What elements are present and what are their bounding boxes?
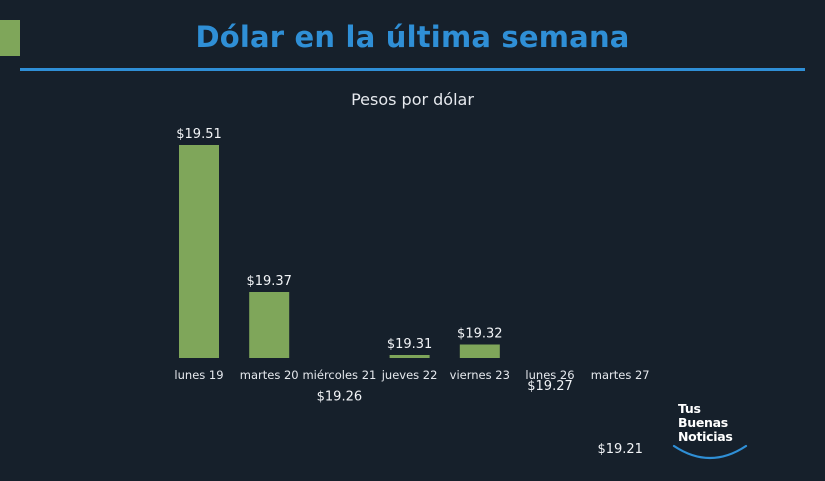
accent-block bbox=[0, 20, 20, 56]
value-label-6: $19.27 bbox=[527, 379, 573, 394]
bar-5 bbox=[459, 344, 500, 358]
category-label-3: miércoles 21 bbox=[302, 368, 376, 382]
logo-smile-icon bbox=[672, 444, 748, 460]
logo-line-3: Noticias bbox=[678, 429, 733, 444]
category-label-2: martes 20 bbox=[240, 368, 299, 382]
value-label-2: $19.37 bbox=[246, 274, 292, 289]
value-label-4: $19.31 bbox=[387, 337, 433, 352]
chart-subtitle: Pesos por dólar bbox=[351, 90, 474, 109]
bar-2 bbox=[249, 292, 290, 358]
category-label-7: martes 27 bbox=[591, 368, 650, 382]
category-label-4: jueves 22 bbox=[381, 368, 438, 382]
value-label-1: $19.51 bbox=[176, 127, 222, 142]
page-title: Dólar en la última semana bbox=[195, 20, 630, 54]
brand-logo: Tus Buenas Noticias bbox=[672, 401, 758, 468]
logo-line-1: Tus bbox=[678, 401, 701, 416]
value-label-5: $19.32 bbox=[457, 327, 503, 342]
value-label-7: $19.21 bbox=[597, 442, 643, 457]
category-label-6: lunes 26 bbox=[525, 368, 574, 382]
bar-4 bbox=[389, 355, 430, 358]
category-label-5: viernes 23 bbox=[450, 368, 510, 382]
title-divider bbox=[20, 68, 805, 71]
value-label-3: $19.26 bbox=[317, 390, 363, 405]
bar-1 bbox=[179, 145, 219, 358]
category-label-1: lunes 19 bbox=[174, 368, 223, 382]
logo-line-2: Buenas bbox=[678, 415, 728, 430]
